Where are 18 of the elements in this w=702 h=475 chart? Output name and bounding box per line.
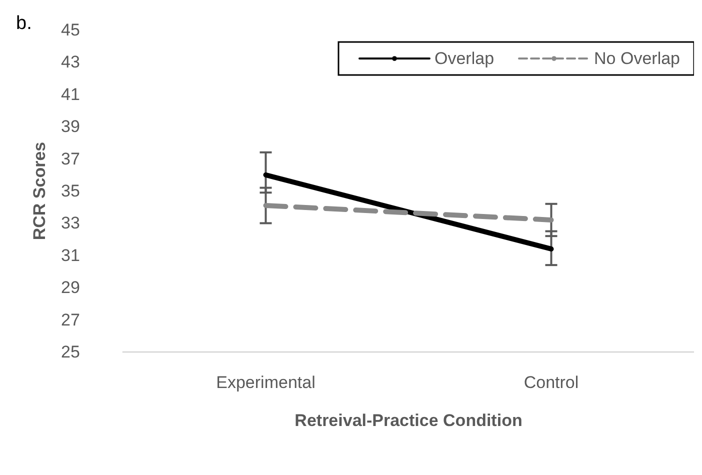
y-tick-label: 43 [61, 52, 80, 72]
y-tick-label: 29 [61, 278, 80, 298]
y-tick-label: 25 [61, 342, 80, 362]
legend-label: No Overlap [594, 49, 680, 68]
x-axis-title: Retreival-Practice Condition [294, 411, 522, 430]
y-tick-label: 41 [61, 84, 80, 104]
y-tick-label: 45 [61, 20, 80, 40]
y-tick-label: 37 [61, 149, 80, 168]
text: b. [16, 13, 32, 34]
x-tick-label: Control [524, 373, 579, 392]
legend-label: Overlap [434, 49, 494, 68]
y-axis-title: RCR Scores [30, 142, 49, 240]
y-tick-label: 35 [61, 182, 80, 200]
y-tick-label: 27 [61, 310, 80, 330]
y-tick-label: 31 [61, 246, 80, 265]
x-tick-label: Experimental [216, 373, 316, 392]
y-tick-label: 39 [61, 117, 80, 136]
y-tick-label: 33 [61, 214, 80, 233]
